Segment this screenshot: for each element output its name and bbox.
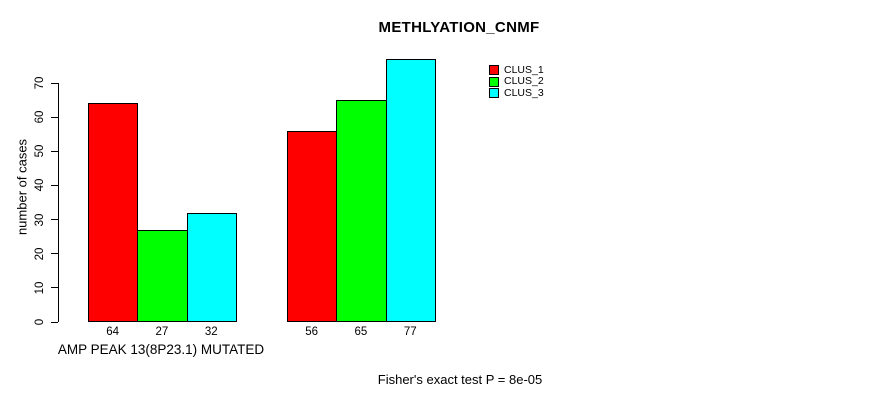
y-tick-label: 40 bbox=[34, 179, 46, 192]
bar-value-label: 65 bbox=[354, 326, 368, 338]
y-axis-label: number of cases bbox=[14, 138, 30, 236]
y-tick-label: 60 bbox=[34, 110, 46, 124]
y-tick-mark bbox=[51, 150, 58, 152]
fisher-test-annotation: Fisher's exact test P = 8e-05 bbox=[377, 372, 543, 387]
y-tick-mark bbox=[51, 287, 58, 289]
y-tick-label: 10 bbox=[34, 281, 46, 295]
bar-clus_2-group2 bbox=[336, 100, 387, 322]
y-axis-line bbox=[58, 83, 59, 322]
y-tick-label: 30 bbox=[34, 213, 46, 226]
legend-item-clus_3: CLUS_3 bbox=[489, 88, 544, 100]
bar-value-label: 56 bbox=[305, 326, 319, 338]
y-tick-label: 50 bbox=[34, 144, 46, 158]
legend-swatch-clus_2 bbox=[489, 76, 499, 87]
legend-swatch-clus_1 bbox=[489, 64, 499, 75]
bar-value-label: 64 bbox=[106, 326, 120, 338]
legend-label: CLUS_1 bbox=[504, 63, 544, 76]
bar-value-label: 27 bbox=[155, 326, 169, 338]
y-tick-mark bbox=[51, 321, 58, 323]
legend-item-clus_1: CLUS_1 bbox=[489, 64, 544, 76]
legend-label: CLUS_2 bbox=[504, 75, 544, 88]
bar-clus_2-group1 bbox=[137, 229, 188, 322]
y-tick-mark bbox=[51, 253, 58, 255]
y-tick-label: 0 bbox=[34, 318, 46, 326]
bar-clus_3-group2 bbox=[385, 59, 436, 322]
y-tick-mark bbox=[51, 116, 58, 118]
x-axis-group-label: AMP PEAK 13(8P23.1) MUTATED bbox=[57, 342, 265, 357]
legend-label: CLUS_3 bbox=[504, 87, 544, 100]
y-tick-label: 20 bbox=[34, 247, 46, 261]
bar-clus_1-group1 bbox=[88, 103, 139, 322]
y-tick-mark bbox=[51, 82, 58, 84]
bar-value-label: 32 bbox=[204, 326, 218, 338]
bar-clus_1-group2 bbox=[287, 130, 338, 322]
bar-clus_3-group1 bbox=[186, 212, 237, 322]
chart-title: METHLYATION_CNMF bbox=[378, 19, 540, 36]
legend: CLUS_1 CLUS_2 CLUS_3 bbox=[489, 64, 544, 99]
y-tick-mark bbox=[51, 184, 58, 186]
legend-swatch-clus_3 bbox=[489, 88, 499, 99]
bar-value-label: 77 bbox=[403, 326, 417, 338]
y-tick-label: 70 bbox=[34, 76, 46, 90]
legend-item-clus_2: CLUS_2 bbox=[489, 76, 544, 88]
y-tick-mark bbox=[51, 219, 58, 221]
